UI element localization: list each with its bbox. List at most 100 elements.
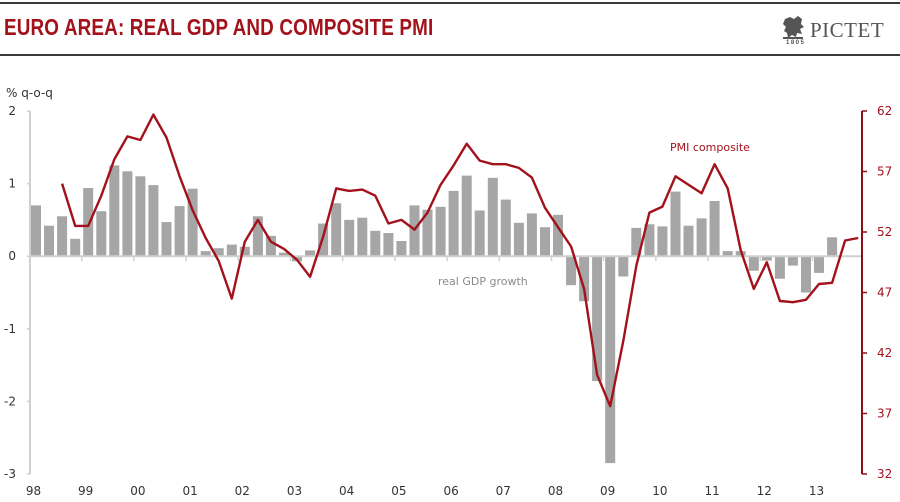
gdp-bar-07Q1: [500, 199, 511, 257]
gdp-bar-07Q2: [513, 222, 524, 257]
gdp-bar-07Q3: [526, 213, 537, 257]
gdp-bar-09Q4: [644, 224, 655, 257]
header-bottom-rule: [0, 54, 900, 56]
left-tick-label: -2: [4, 394, 16, 408]
gdp-bar-99Q4: [122, 171, 133, 257]
gdp-bar-01Q1: [187, 188, 198, 257]
x-tick-label: 12: [757, 484, 772, 498]
gdp-bar-13Q2: [827, 237, 838, 257]
gdp-bar-00Q1: [135, 176, 146, 257]
gdp-bar-00Q2: [148, 185, 159, 257]
gdp-bar-04Q4: [383, 233, 394, 257]
chart-title: EURO AREA: REAL GDP AND COMPOSITE PMI: [4, 14, 434, 40]
right-axis-ticks: 62 57 52 47 42 37 32: [862, 104, 892, 481]
x-tick-label: 00: [130, 484, 145, 498]
gdp-bar-08Q2: [566, 256, 577, 286]
gdp-bar-08Q1: [553, 214, 563, 257]
left-tick-label: -1: [4, 322, 16, 336]
left-tick-label: -3: [4, 467, 16, 481]
gdp-bar-98Q3: [57, 216, 68, 257]
x-axis-ticks: 98 99 00 01 02 03 04 05 06 07 08 09 10 11 12 13: [26, 256, 824, 498]
x-tick-label: 03: [287, 484, 302, 498]
gdp-bar-10Q3: [683, 225, 694, 257]
gdp-bar-10Q1: [657, 226, 668, 257]
gdp-bar-06Q1: [448, 190, 459, 257]
x-tick-label: 98: [26, 484, 41, 498]
gdp-bar-08Q3: [579, 256, 590, 302]
gdp-bar-02Q2: [252, 216, 263, 257]
x-tick-label: 11: [704, 484, 719, 498]
right-tick-label: 32: [877, 467, 892, 481]
x-tick-label: 02: [235, 484, 250, 498]
gdp-bar-11Q1: [709, 201, 720, 257]
x-tick-label: 09: [600, 484, 615, 498]
gdp-bar-02Q3: [265, 235, 276, 257]
gdp-bar-04Q3: [370, 230, 381, 257]
gdp-bar-05Q3: [422, 209, 433, 257]
gdp-bar-11Q2: [722, 251, 733, 257]
left-tick-label: 0: [8, 249, 16, 263]
gdp-bar-98Q4: [70, 238, 81, 257]
gdp-bar-03Q2: [305, 250, 316, 257]
gdp-bar-03Q4: [331, 203, 342, 257]
logo-year: 1805: [786, 40, 806, 46]
right-tick-label: 52: [877, 225, 892, 239]
x-tick-label: 10: [652, 484, 667, 498]
gdp-bar-12Q4: [801, 256, 811, 293]
gdp-bar-05Q4: [435, 206, 446, 257]
gdp-bar-02Q4: [279, 252, 289, 257]
header-top-rule: [0, 2, 900, 4]
gdp-bar-06Q2: [461, 175, 472, 257]
right-tick-label: 42: [877, 346, 892, 360]
gdp-bar-98Q2: [44, 225, 54, 257]
gdp-bar-06Q4: [487, 177, 498, 257]
logo-text: PICTET: [810, 17, 885, 42]
pmi-composite-line: [60, 113, 859, 408]
x-tick-label: 08: [548, 484, 563, 498]
gdp-bar-98Q1: [31, 205, 41, 257]
x-tick-label: 04: [339, 484, 354, 498]
right-tick-label: 62: [877, 104, 892, 118]
gdp-bar-13Q1: [814, 256, 824, 273]
gdp-bar-99Q1: [83, 188, 94, 257]
gdp-bar-12Q3: [787, 256, 798, 266]
left-axis-ticks: 2 1 0 -1 -2 -3: [4, 104, 30, 481]
x-tick-label: 99: [78, 484, 93, 498]
left-axis-unit: % q-o-q: [6, 86, 53, 100]
gdp-bar-02Q1: [239, 246, 250, 257]
gdp-bar-05Q1: [396, 241, 407, 257]
gdp-bar-07Q4: [540, 227, 550, 257]
left-tick-label: 2: [8, 104, 16, 118]
x-tick-label: 01: [182, 484, 197, 498]
gdp-series-label: real GDP growth: [438, 275, 528, 288]
lion-crest-icon: [783, 16, 804, 39]
gdp-bar-01Q3: [213, 248, 224, 257]
pictet-logo: 1805 PICTET: [782, 12, 884, 48]
gdp-bar-01Q2: [200, 251, 211, 257]
right-tick-label: 47: [877, 286, 892, 300]
gdp-bar-01Q4: [226, 244, 237, 257]
x-tick-label: 06: [443, 484, 458, 498]
gdp-bar-12Q2: [774, 256, 785, 279]
gdp-bar-00Q4: [174, 206, 185, 257]
x-tick-label: 05: [391, 484, 406, 498]
left-tick-label: 1: [8, 177, 16, 191]
gdp-bar-04Q2: [357, 217, 368, 257]
gdp-bar-06Q3: [474, 210, 485, 257]
gdp-bars: [31, 165, 838, 464]
x-tick-label: 07: [496, 484, 511, 498]
gdp-bar-99Q2: [96, 211, 107, 257]
x-tick-label: 13: [809, 484, 824, 498]
pmi-series-label: PMI composite: [670, 141, 750, 154]
gdp-bar-04Q1: [344, 219, 355, 257]
gdp-bar-10Q4: [696, 218, 707, 257]
gdp-bar-09Q1: [605, 256, 616, 464]
right-tick-label: 57: [877, 165, 892, 179]
gdp-bar-00Q3: [161, 222, 172, 257]
gdp-bar-11Q4: [748, 256, 759, 271]
gdp-bar-09Q3: [631, 227, 642, 257]
gdp-bar-09Q2: [618, 256, 629, 277]
right-tick-label: 37: [877, 407, 892, 421]
gdp-bar-10Q2: [670, 191, 681, 257]
